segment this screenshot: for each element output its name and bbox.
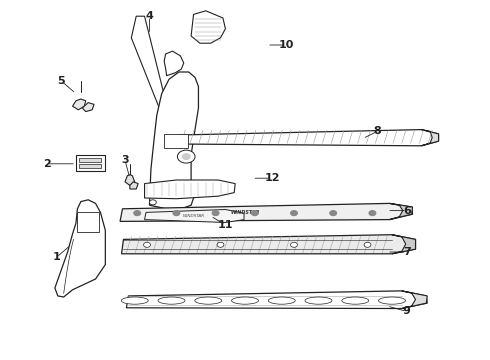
Polygon shape bbox=[82, 103, 94, 112]
Ellipse shape bbox=[269, 297, 295, 304]
Text: 12: 12 bbox=[264, 173, 280, 183]
Text: 1: 1 bbox=[52, 252, 60, 262]
Text: 5: 5 bbox=[57, 76, 65, 86]
Ellipse shape bbox=[379, 297, 406, 304]
Circle shape bbox=[291, 242, 297, 247]
Circle shape bbox=[182, 154, 190, 159]
Polygon shape bbox=[122, 235, 416, 254]
Circle shape bbox=[364, 242, 371, 247]
Polygon shape bbox=[125, 175, 135, 185]
Polygon shape bbox=[145, 210, 244, 222]
Polygon shape bbox=[130, 182, 138, 189]
Polygon shape bbox=[176, 130, 439, 146]
Polygon shape bbox=[120, 203, 413, 221]
Polygon shape bbox=[149, 72, 198, 209]
Ellipse shape bbox=[232, 297, 259, 304]
Text: 4: 4 bbox=[146, 11, 153, 21]
Polygon shape bbox=[76, 155, 105, 171]
Bar bbox=[79, 164, 101, 168]
Circle shape bbox=[217, 242, 224, 247]
Bar bbox=[79, 158, 101, 162]
Ellipse shape bbox=[158, 297, 185, 304]
Circle shape bbox=[291, 211, 297, 216]
Circle shape bbox=[212, 211, 219, 216]
Text: 2: 2 bbox=[43, 159, 50, 169]
Ellipse shape bbox=[305, 297, 332, 304]
Polygon shape bbox=[73, 99, 86, 110]
Text: 10: 10 bbox=[279, 40, 294, 50]
Circle shape bbox=[369, 211, 376, 216]
Circle shape bbox=[149, 200, 156, 205]
Text: 6: 6 bbox=[403, 206, 411, 216]
Text: 7: 7 bbox=[403, 247, 411, 257]
Polygon shape bbox=[402, 291, 427, 309]
Polygon shape bbox=[390, 203, 413, 220]
Text: 8: 8 bbox=[373, 126, 381, 136]
Circle shape bbox=[177, 150, 195, 163]
Circle shape bbox=[330, 211, 337, 216]
Bar bbox=[77, 212, 99, 232]
Bar bbox=[164, 134, 188, 148]
Ellipse shape bbox=[195, 297, 222, 304]
Circle shape bbox=[173, 211, 180, 216]
Text: WINDSTAR: WINDSTAR bbox=[230, 210, 260, 215]
Polygon shape bbox=[55, 200, 105, 297]
Circle shape bbox=[251, 211, 258, 216]
Text: 3: 3 bbox=[121, 155, 129, 165]
Polygon shape bbox=[126, 291, 427, 309]
Circle shape bbox=[134, 211, 141, 216]
Polygon shape bbox=[392, 235, 416, 254]
Text: 9: 9 bbox=[403, 306, 411, 316]
Ellipse shape bbox=[122, 297, 148, 304]
Polygon shape bbox=[191, 11, 225, 43]
Polygon shape bbox=[145, 180, 235, 199]
Text: WINDSTAR: WINDSTAR bbox=[182, 214, 205, 218]
Circle shape bbox=[144, 242, 150, 247]
Text: 11: 11 bbox=[218, 220, 233, 230]
Polygon shape bbox=[131, 16, 166, 108]
Ellipse shape bbox=[342, 297, 369, 304]
Polygon shape bbox=[421, 130, 439, 146]
